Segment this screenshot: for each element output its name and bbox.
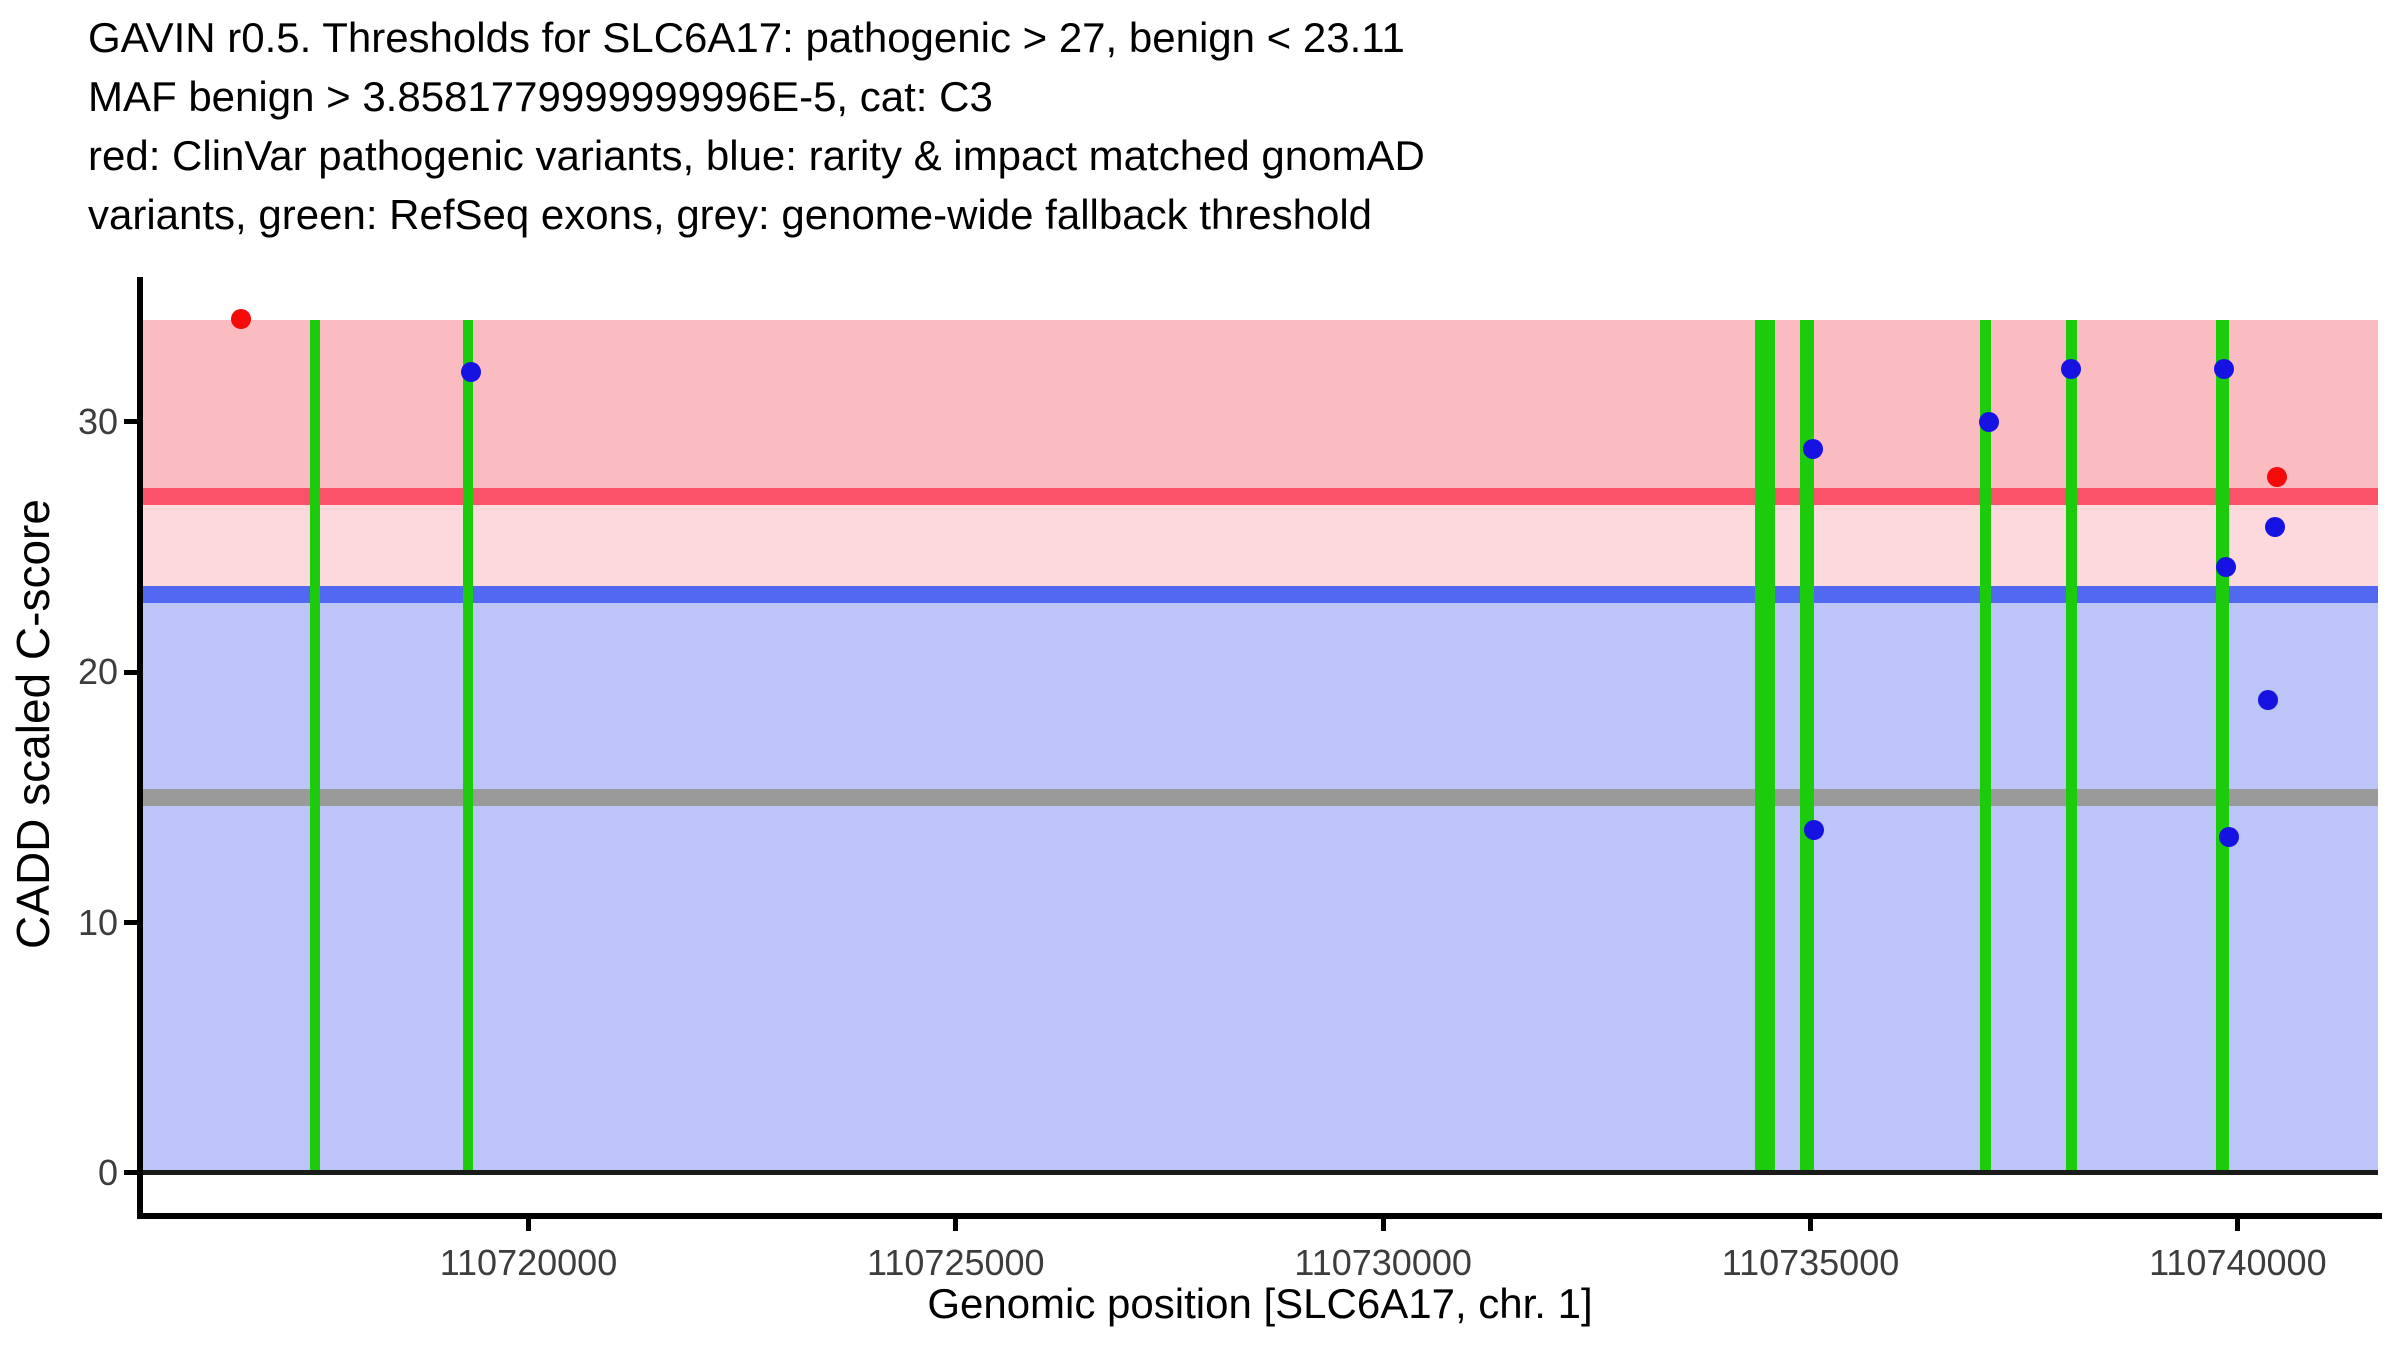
clinvar-pathogenic-dot: [2267, 466, 2288, 487]
genome-wide-fallback-line: [143, 788, 2378, 806]
refseq-exon-line: [309, 320, 320, 1173]
x-axis-tick: [1380, 1219, 1386, 1231]
refseq-exon-line: [1755, 320, 1776, 1173]
gnomad-variant-dot: [461, 361, 482, 382]
x-axis-tick-label: 110730000: [1294, 1242, 1472, 1283]
gnomad-variant-dot: [2215, 556, 2236, 577]
refseq-exon-line: [1980, 320, 1992, 1173]
intermediate-region: [143, 496, 2378, 595]
y-axis-line: [137, 277, 143, 1219]
chart-title-line-2: MAF benign > 3.8581779999999996E-5, cat:…: [88, 73, 993, 120]
gnomad-variant-dot: [1979, 411, 2000, 432]
y-axis-title: CADD scaled C-score: [7, 499, 59, 949]
y-axis-tick: [124, 1170, 137, 1176]
x-axis-tick: [2235, 1219, 2241, 1231]
benign-region: [143, 594, 2378, 1173]
x-axis-tick: [525, 1219, 531, 1231]
x-axis-tick-label: 110720000: [439, 1242, 618, 1283]
x-axis-tick: [953, 1219, 959, 1231]
x-axis-line: [137, 1213, 2382, 1219]
gnomad-variant-dot: [1803, 819, 1824, 840]
gnomad-variant-dot: [2061, 359, 2082, 380]
gnomad-variant-dot: [2214, 359, 2235, 380]
gnomad-variant-dot: [1803, 439, 1824, 460]
benign-threshold-line: [143, 585, 2378, 603]
gnomad-variant-dot: [2257, 689, 2278, 710]
pathogenic-threshold-line: [143, 488, 2378, 506]
y-axis-tick: [124, 669, 137, 675]
refseq-exon-line: [1800, 320, 1815, 1173]
y-axis-tick-label: 30: [77, 400, 118, 442]
gnomad-variant-dot: [2218, 827, 2239, 848]
refseq-exon-line: [462, 320, 473, 1173]
gnomad-variant-dot: [2265, 516, 2285, 537]
plot-panel: [143, 277, 2378, 1213]
y-axis-tick-label: 0: [97, 1151, 118, 1193]
x-axis-tick-label: 110725000: [867, 1242, 1045, 1283]
x-axis-tick-label: 110735000: [1721, 1242, 1900, 1283]
y-axis-tick: [124, 920, 137, 926]
y-axis-tick-label: 10: [77, 901, 118, 943]
zero-baseline: [143, 1170, 2378, 1176]
x-axis-title: Genomic position [SLC6A17, chr. 1]: [927, 1280, 1593, 1327]
refseq-exon-line: [2065, 320, 2077, 1173]
pathogenic-region: [143, 320, 2378, 497]
y-axis-tick-label: 20: [77, 651, 118, 693]
x-axis-tick: [1807, 1219, 1813, 1231]
x-axis-tick-label: 110740000: [2149, 1242, 2327, 1283]
refseq-exon-line: [2215, 320, 2229, 1173]
y-axis-tick: [124, 419, 137, 425]
chart-title: GAVIN r0.5. Thresholds for SLC6A17: path…: [88, 8, 1425, 244]
chart-title-line-1: GAVIN r0.5. Thresholds for SLC6A17: path…: [88, 14, 1405, 61]
clinvar-pathogenic-dot: [231, 309, 252, 330]
chart-title-line-3: red: ClinVar pathogenic variants, blue: …: [88, 132, 1425, 179]
chart-title-line-4: variants, green: RefSeq exons, grey: gen…: [88, 191, 1373, 238]
